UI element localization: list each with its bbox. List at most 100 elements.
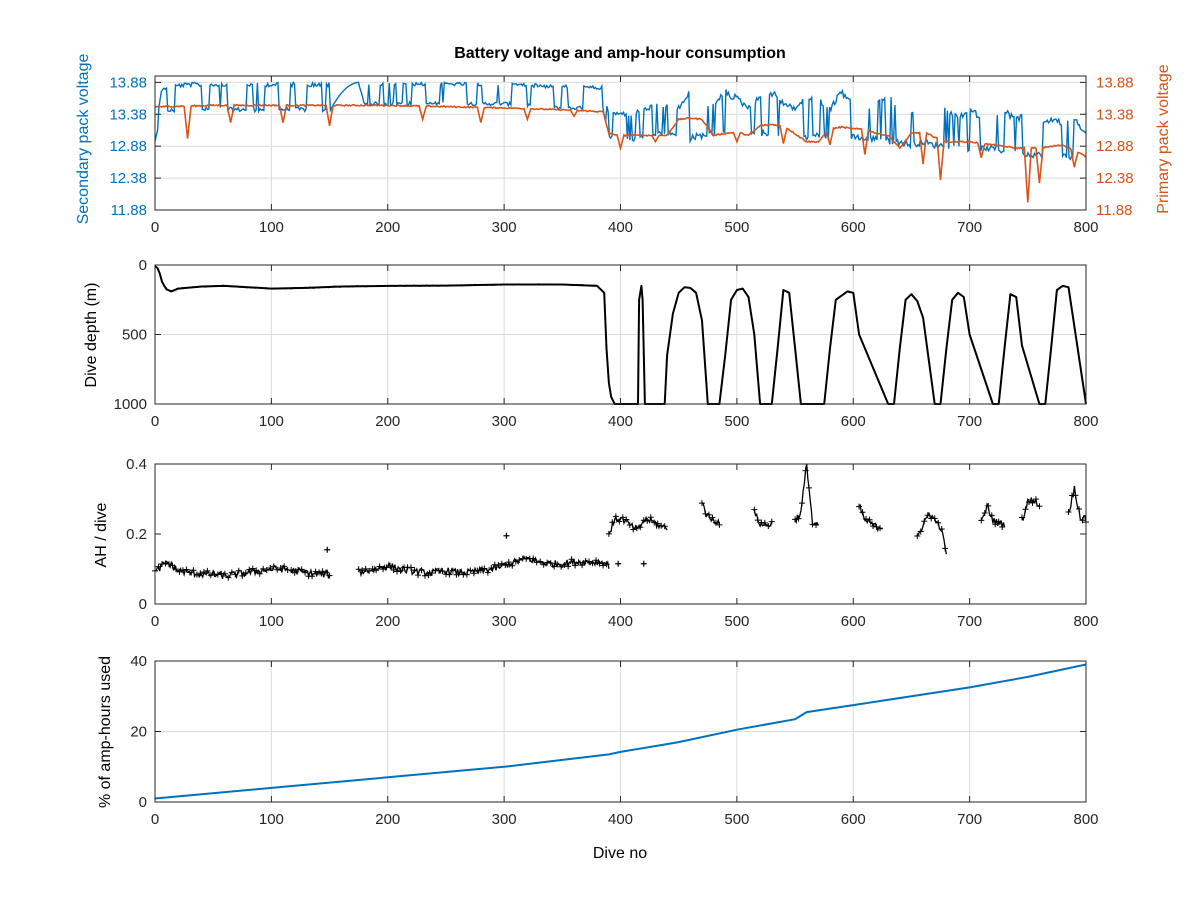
x-axis-label: Dive no <box>593 845 647 862</box>
ah-segment-line <box>753 509 773 528</box>
ah-point-marker <box>158 561 165 568</box>
ah-point-marker <box>924 512 931 519</box>
ah-point-marker <box>637 524 644 531</box>
ah-point-marker <box>1079 517 1086 524</box>
ah-series <box>152 463 1089 581</box>
ah-point-marker <box>359 567 366 574</box>
ah-point-marker <box>397 567 404 574</box>
ah-point-marker <box>609 519 616 526</box>
ah-point-marker <box>516 557 523 564</box>
x-tick-label: 300 <box>492 219 517 236</box>
x-tick-label: 100 <box>259 413 284 430</box>
depth-y-ticks: 0 500 1000 <box>114 257 1086 413</box>
ah-point-marker <box>312 568 319 575</box>
ah-point-marker <box>799 500 806 507</box>
ah-point-marker <box>200 569 207 576</box>
ah-point-marker <box>661 523 668 530</box>
ah-point-marker <box>488 565 495 572</box>
ah-point-marker <box>870 523 877 530</box>
x-tick-label: 400 <box>608 613 633 630</box>
ah-point-marker <box>1025 498 1032 505</box>
ah-point-marker <box>586 558 593 565</box>
ah-point-marker <box>995 518 1002 525</box>
ah-point-marker <box>644 517 651 524</box>
ah-point-marker <box>498 560 505 567</box>
ah-point-marker <box>162 560 169 567</box>
ah-point-marker <box>232 571 239 578</box>
ah-point-marker <box>481 565 488 572</box>
chart-title: Battery voltage and amp-hour consumption <box>454 45 786 62</box>
ah-point-marker <box>795 515 802 522</box>
ah-point-marker <box>938 525 945 532</box>
ah-point-marker <box>877 525 884 532</box>
ah-point-marker <box>267 564 274 571</box>
ah-point-marker <box>319 568 326 575</box>
ah-point-marker <box>484 569 491 576</box>
ah-outlier-marker <box>615 560 622 567</box>
ah-point-marker <box>1022 506 1029 513</box>
ah-point-marker <box>418 567 425 574</box>
x-tick-label: 700 <box>957 811 982 828</box>
ah-point-marker <box>249 565 256 572</box>
ah-point-marker <box>813 521 820 528</box>
ah-point-marker <box>366 567 373 574</box>
right-y-tick-label: 12.38 <box>1096 170 1134 187</box>
ah-point-marker <box>253 567 260 574</box>
percent-axis-label: % of amp-hours used <box>97 656 114 808</box>
depth-series <box>154 265 1087 405</box>
ah-point-marker <box>1018 514 1025 521</box>
ah-point-marker <box>1072 492 1079 499</box>
ah-point-marker <box>165 561 172 568</box>
ah-point-marker <box>408 564 415 571</box>
ah-point-marker <box>355 566 362 573</box>
ah-point-marker <box>565 563 572 570</box>
y-tick-label: 13.88 <box>109 74 147 91</box>
y-tick-label: 0 <box>139 257 147 274</box>
ah-point-marker <box>579 562 586 569</box>
depth-axis-label: Dive depth (m) <box>83 283 100 388</box>
depth-grid <box>154 264 1087 405</box>
x-tick-label: 600 <box>841 219 866 236</box>
ah-point-marker <box>702 510 709 517</box>
ah-point-marker <box>985 502 992 509</box>
x-tick-label: 100 <box>259 219 284 236</box>
ah-point-marker <box>288 567 295 574</box>
ah-point-marker <box>369 565 376 572</box>
ah-point-marker <box>712 519 719 526</box>
ah-point-marker <box>376 563 383 570</box>
x-tick-label: 300 <box>492 613 517 630</box>
y-tick-label: 0.2 <box>126 526 147 543</box>
ah-segment-line <box>608 513 668 535</box>
ah-outlier-marker <box>324 546 331 553</box>
ah-point-marker <box>316 569 323 576</box>
ah-point-marker <box>802 467 809 474</box>
y-tick-label: 13.38 <box>109 106 147 123</box>
ah-point-marker <box>242 569 249 576</box>
x-tick-label: 400 <box>608 811 633 828</box>
y-tick-label: 20 <box>130 724 147 741</box>
voltage-subplot: 0 100 200 300 400 500 600 700 800 11.88 12.38 12.8… <box>75 45 1172 236</box>
ah-point-marker <box>754 517 761 524</box>
ah-point-marker <box>600 562 607 569</box>
ah-point-marker <box>633 525 640 532</box>
ah-point-marker <box>942 545 949 552</box>
ah-point-marker <box>761 519 768 526</box>
ah-outlier-marker <box>503 532 510 539</box>
ah-segment-line <box>1021 497 1040 522</box>
ah-point-marker <box>554 561 561 568</box>
ah-point-marker <box>768 518 775 525</box>
percent-used-line <box>154 663 1087 800</box>
y-tick-label: 40 <box>130 653 147 670</box>
ah-point-marker <box>935 519 942 526</box>
ah-point-marker <box>197 570 204 577</box>
ah-point-marker <box>765 522 772 529</box>
ah-point-marker <box>917 528 924 535</box>
ah-point-marker <box>421 572 428 579</box>
ah-point-marker <box>931 515 938 522</box>
ah-point-marker <box>277 565 284 572</box>
y-tick-label: 0 <box>139 596 147 613</box>
secondary-voltage-line <box>154 80 1087 161</box>
ah-point-marker <box>537 558 544 565</box>
ah-point-marker <box>603 561 610 568</box>
ah-point-marker <box>380 566 387 573</box>
